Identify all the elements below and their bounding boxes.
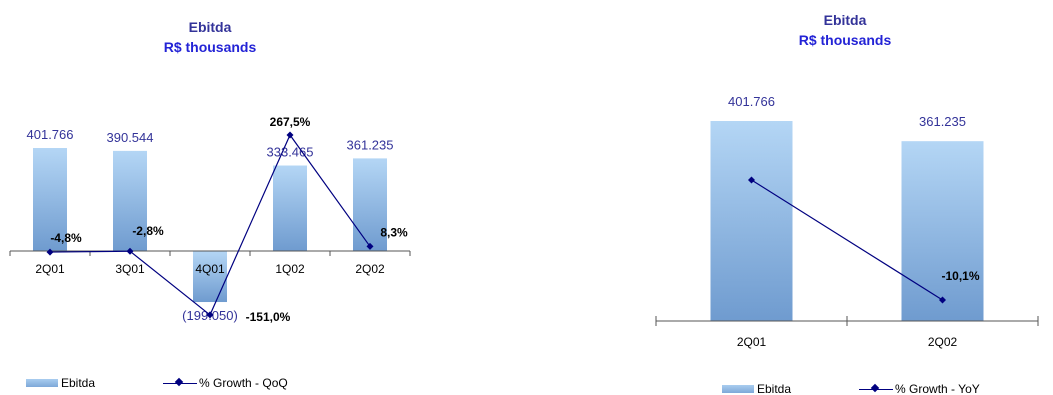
bar-2Q01	[710, 121, 793, 321]
tick-label-2Q02: 2Q02	[355, 262, 385, 276]
legend-bar-label: Ebitda	[61, 376, 96, 390]
chart-subtitle: R$ thousands	[163, 39, 257, 55]
legend-bar-swatch	[26, 379, 58, 387]
bar-1Q02	[273, 165, 307, 251]
bar-4Q01	[193, 251, 227, 303]
bar-2Q02	[353, 158, 387, 251]
chart-qoq-plot: 401.7662Q01390.5443Q01(199.050)4Q01333.4…	[9, 115, 411, 324]
legend-line-swatch	[163, 378, 198, 388]
legend: Ebitda % Growth - YoY	[722, 382, 980, 395]
growth-label-3Q01: -2,8%	[132, 224, 164, 238]
growth-label-2Q01: -4,8%	[50, 231, 82, 245]
growth-point-2Q02	[939, 296, 946, 304]
bar-3Q01	[113, 150, 147, 251]
growth-label-2Q02: -10,1%	[941, 269, 979, 283]
growth-point-4Q01	[206, 311, 214, 319]
tick-label-1Q02: 1Q02	[275, 262, 305, 276]
chart-yoy: Ebitda R$ thousands 401.766 2Q01 361.235 2Q…	[640, 0, 1053, 395]
bar-2Q02	[901, 141, 984, 321]
tick-label-3Q01: 3Q01	[115, 262, 145, 276]
bar-label-3Q01: 390.544	[107, 130, 154, 145]
growth-point-2Q01	[748, 176, 755, 184]
bar-label-2Q02: 361.235	[919, 114, 966, 129]
growth-point-2Q02	[366, 242, 374, 250]
chart-qoq: Ebitda R$ thousands 401.766 2Q01 390.544 3Q…	[0, 0, 430, 395]
chart-yoy-plot: 401.766 2Q01 361.235 2Q02 -10,1%	[655, 94, 1039, 349]
bar-label-2Q01: 401.766	[728, 94, 775, 109]
bar-2Q01	[33, 148, 67, 251]
growth-line	[751, 179, 943, 301]
bar-label-2Q02: 361.235	[347, 137, 394, 152]
legend: Ebitda % Growth - QoQ	[26, 376, 288, 390]
chart-title-line1: Ebitda	[188, 19, 232, 35]
legend-line-label: % Growth - QoQ	[199, 376, 288, 390]
growth-point-2Q01	[46, 248, 54, 256]
legend-line-label: % Growth - YoY	[895, 382, 980, 395]
growth-label-4Q01: -151,0%	[246, 310, 291, 324]
growth-label-1Q02: 267,5%	[270, 115, 311, 129]
growth-point-3Q01	[126, 247, 134, 255]
tick-label-2Q01: 2Q01	[35, 262, 65, 276]
tick-label-2Q02: 2Q02	[928, 335, 958, 349]
chart-title: Ebitda R$ thousands	[640, 10, 1050, 50]
bar-label-2Q01: 401.766	[27, 127, 74, 142]
legend-line-swatch	[859, 384, 894, 394]
chart-subtitle: R$ thousands	[798, 32, 892, 48]
legend-bar-label: Ebitda	[757, 382, 792, 395]
bar-label-1Q02: 333.465	[267, 145, 314, 160]
legend-bar-swatch	[722, 384, 754, 393]
tick-label-2Q01: 2Q01	[737, 335, 767, 349]
tick-label-4Q01: 4Q01	[195, 262, 225, 276]
chart-title-line1: Ebitda	[823, 12, 867, 28]
growth-point-1Q02	[286, 131, 294, 139]
chart-title: Ebitda R$ thousands	[0, 17, 420, 57]
growth-label-2Q02: 8,3%	[380, 225, 408, 239]
